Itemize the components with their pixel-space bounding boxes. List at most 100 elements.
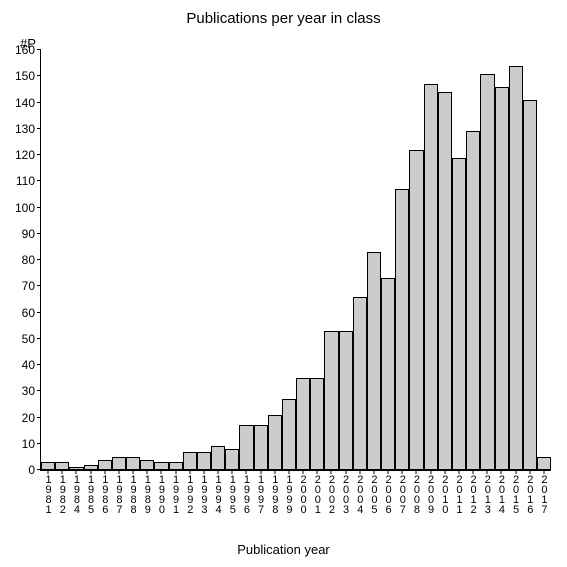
x-tick-label: 2007: [397, 470, 408, 514]
x-tick-mark: [189, 470, 190, 474]
bar: [282, 399, 296, 470]
y-tick-mark: [37, 338, 41, 339]
x-tick-mark: [473, 470, 474, 474]
y-tick-label: 160: [15, 43, 41, 57]
bar: [395, 189, 409, 470]
x-tick-mark: [260, 470, 261, 474]
x-tick-label: 1992: [184, 470, 195, 514]
x-tick-label: 2011: [453, 470, 464, 514]
y-tick-mark: [37, 154, 41, 155]
x-tick-mark: [118, 470, 119, 474]
y-tick-mark: [37, 207, 41, 208]
x-axis-label: Publication year: [0, 542, 567, 557]
x-tick-label: 2017: [538, 470, 549, 514]
bar: [523, 100, 537, 470]
x-tick-mark: [331, 470, 332, 474]
bar: [183, 452, 197, 470]
x-tick-mark: [147, 470, 148, 474]
chart-title: Publications per year in class: [0, 10, 567, 27]
bar: [310, 378, 324, 470]
x-tick-label: 2003: [340, 470, 351, 514]
x-tick-mark: [175, 470, 176, 474]
bar: [509, 66, 523, 470]
bar: [112, 457, 126, 470]
x-tick-label: 2016: [524, 470, 535, 514]
y-tick-mark: [37, 390, 41, 391]
x-tick-mark: [515, 470, 516, 474]
x-tick-label: 2009: [425, 470, 436, 514]
y-tick-label: 150: [15, 69, 41, 83]
x-tick-label: 1991: [170, 470, 181, 514]
x-tick-mark: [274, 470, 275, 474]
bar: [367, 252, 381, 470]
y-tick-mark: [37, 102, 41, 103]
x-tick-label: 1987: [113, 470, 124, 514]
x-tick-label: 2008: [411, 470, 422, 514]
x-tick-mark: [90, 470, 91, 474]
x-tick-label: 2006: [383, 470, 394, 514]
bar: [537, 457, 551, 470]
bar: [98, 460, 112, 471]
x-tick-mark: [203, 470, 204, 474]
bar: [381, 278, 395, 470]
bar: [197, 452, 211, 470]
bar: [466, 131, 480, 470]
y-tick-mark: [37, 469, 41, 470]
y-tick-label: 0: [28, 463, 41, 477]
y-tick-mark: [37, 443, 41, 444]
x-tick-label: 1986: [99, 470, 110, 514]
x-tick-mark: [48, 470, 49, 474]
x-tick-label: 2010: [439, 470, 450, 514]
x-tick-label: 1990: [156, 470, 167, 514]
x-tick-label: 2000: [298, 470, 309, 514]
x-tick-mark: [288, 470, 289, 474]
x-tick-label: 1984: [71, 470, 82, 514]
y-tick-mark: [37, 285, 41, 286]
y-tick-label: 40: [22, 358, 41, 372]
x-tick-label: 1981: [43, 470, 54, 514]
x-tick-label: 1985: [85, 470, 96, 514]
x-tick-mark: [317, 470, 318, 474]
bar: [254, 425, 268, 470]
x-tick-mark: [246, 470, 247, 474]
x-tick-mark: [402, 470, 403, 474]
bar: [169, 462, 183, 470]
x-tick-label: 1993: [198, 470, 209, 514]
bar: [140, 460, 154, 471]
x-tick-mark: [62, 470, 63, 474]
x-tick-mark: [388, 470, 389, 474]
x-tick-label: 1997: [255, 470, 266, 514]
x-tick-mark: [501, 470, 502, 474]
x-tick-mark: [76, 470, 77, 474]
bar: [225, 449, 239, 470]
x-tick-mark: [373, 470, 374, 474]
bar: [239, 425, 253, 470]
x-tick-label: 2001: [312, 470, 323, 514]
y-tick-label: 140: [15, 96, 41, 110]
bar: [154, 462, 168, 470]
y-tick-label: 50: [22, 332, 41, 346]
x-tick-label: 1988: [128, 470, 139, 514]
x-tick-label: 1998: [269, 470, 280, 514]
y-tick-label: 120: [15, 148, 41, 162]
bar: [55, 462, 69, 470]
bar: [41, 462, 55, 470]
x-tick-label: 1994: [213, 470, 224, 514]
bars-group: [41, 50, 551, 470]
x-tick-mark: [133, 470, 134, 474]
x-tick-mark: [303, 470, 304, 474]
chart-container: Publications per year in class #P 010203…: [0, 0, 567, 567]
x-tick-mark: [161, 470, 162, 474]
x-tick-mark: [232, 470, 233, 474]
x-tick-label: 2015: [510, 470, 521, 514]
y-tick-label: 70: [22, 279, 41, 293]
bar: [296, 378, 310, 470]
x-tick-label: 2005: [368, 470, 379, 514]
x-tick-label: 2004: [354, 470, 365, 514]
y-tick-mark: [37, 128, 41, 129]
y-tick-label: 60: [22, 306, 41, 320]
y-tick-label: 130: [15, 122, 41, 136]
y-tick-label: 90: [22, 227, 41, 241]
x-tick-label: 1995: [227, 470, 238, 514]
x-tick-mark: [430, 470, 431, 474]
